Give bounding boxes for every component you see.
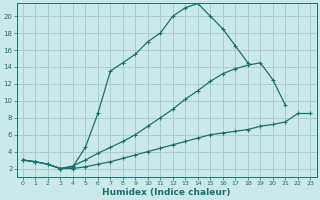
X-axis label: Humidex (Indice chaleur): Humidex (Indice chaleur): [102, 188, 231, 197]
